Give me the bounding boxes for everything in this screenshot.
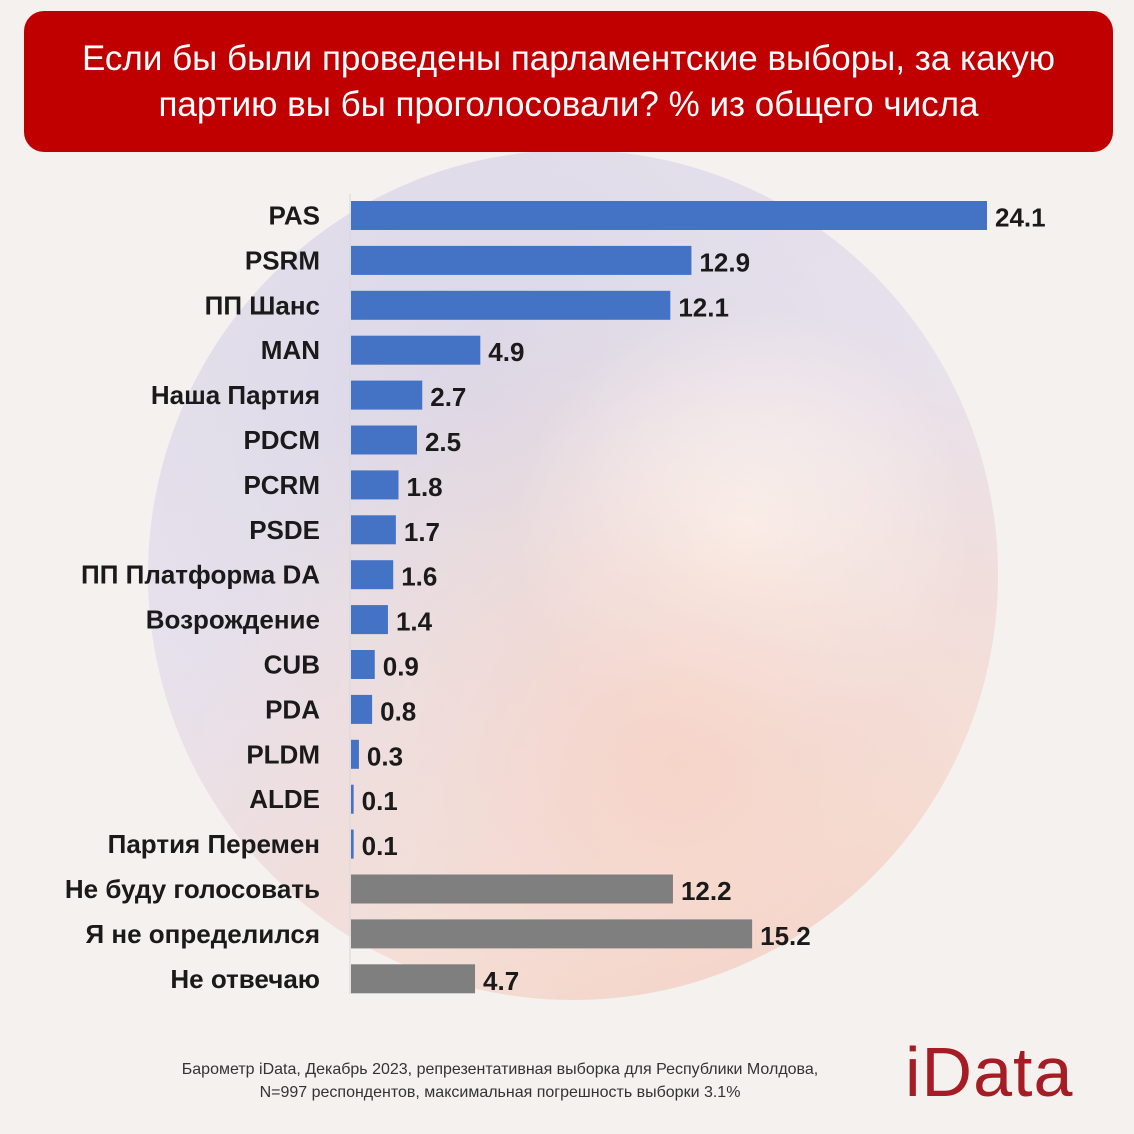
bar-10	[351, 650, 375, 679]
value-label: 0.1	[362, 786, 398, 816]
value-label: 1.6	[401, 562, 437, 592]
category-label: Партия Перемен	[108, 829, 320, 859]
value-label: 1.4	[396, 607, 433, 637]
value-label: 1.8	[407, 472, 443, 502]
category-label: PDCM	[243, 425, 320, 455]
category-label: MAN	[261, 335, 320, 365]
value-label: 0.8	[380, 696, 416, 726]
value-label: 12.9	[699, 247, 750, 277]
title-banner: Если бы были проведены парламентские выб…	[24, 11, 1113, 152]
bar-17	[351, 964, 476, 994]
value-label: 0.9	[383, 652, 419, 682]
bar-0	[351, 201, 987, 230]
category-label: PSDE	[249, 515, 320, 545]
footnote-line-2: N=997 респондентов, максимальная погрешн…	[259, 1084, 741, 1101]
category-label: ПП Платформа DA	[81, 560, 320, 590]
value-label: 24.1	[995, 203, 1046, 233]
bar-8	[351, 560, 394, 590]
value-label: 0.3	[367, 741, 403, 771]
bar-6	[351, 470, 399, 500]
value-label: 4.7	[483, 966, 519, 996]
value-label: 12.2	[681, 876, 732, 906]
category-label: ПП Шанс	[205, 290, 320, 320]
category-label: Не буду голосовать	[65, 874, 320, 904]
bar-7	[351, 515, 396, 545]
bar-12	[351, 739, 359, 769]
category-label: PSRM	[245, 245, 320, 275]
category-label: Я не определился	[86, 919, 321, 949]
bar-14	[351, 829, 354, 859]
category-label: ALDE	[249, 784, 320, 814]
bar-9	[351, 605, 388, 635]
category-label: Не отвечаю	[170, 964, 320, 994]
bar-13	[351, 784, 354, 814]
bar-3	[351, 335, 481, 365]
category-label: Наша Партия	[151, 380, 320, 410]
footnote: Барометр iData, Декабрь 2023, репрезента…	[100, 1058, 900, 1104]
category-label: PCRM	[243, 470, 320, 500]
value-label: 15.2	[760, 921, 811, 951]
category-label: CUB	[264, 650, 320, 680]
chart-title: Если бы были проведены парламентские выб…	[81, 38, 1056, 124]
idata-logo: iData	[905, 1033, 1074, 1111]
footnote-line-1: Барометр iData, Декабрь 2023, репрезента…	[181, 1061, 819, 1078]
bar-1	[351, 245, 692, 275]
bar-5	[351, 425, 417, 455]
bar-16	[351, 919, 753, 949]
bar-4	[351, 380, 423, 410]
bar-11	[351, 694, 373, 724]
value-label: 12.1	[678, 292, 729, 322]
value-label: 4.9	[488, 337, 524, 367]
category-label: PLDM	[246, 739, 320, 769]
value-label: 1.7	[404, 517, 440, 547]
category-label: PAS	[268, 201, 320, 231]
value-label: 2.5	[425, 427, 461, 457]
category-label: PDA	[265, 694, 320, 724]
bar-15	[351, 874, 673, 904]
bars-group: PAS 24.1 PSRM 12.9 ПП Шанс 12.1 MAN 4.9 Наша Пар…	[65, 201, 1046, 996]
value-label: 2.7	[430, 382, 466, 412]
value-label: 0.1	[362, 831, 398, 861]
category-label: Возрождение	[146, 605, 320, 635]
bar-2	[351, 290, 671, 320]
